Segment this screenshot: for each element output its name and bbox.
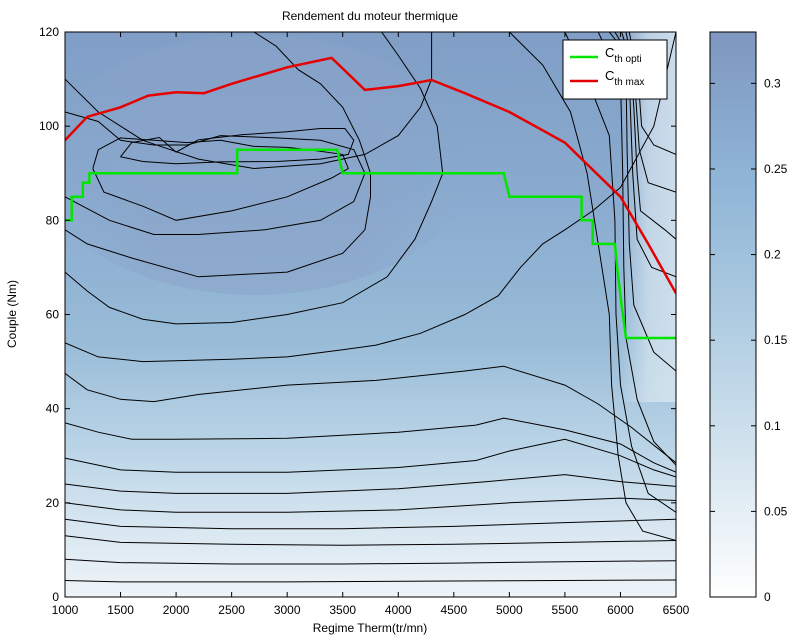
y-tick-label: 20	[46, 496, 60, 510]
high-efficiency-region	[65, 35, 470, 295]
x-tick-label: 6000	[607, 603, 634, 617]
x-tick-label: 1000	[52, 603, 79, 617]
colorbar-tick-label: 0.25	[764, 162, 788, 176]
colorbar-tick-label: 0.05	[764, 504, 788, 518]
contour-line-3	[65, 518, 676, 530]
contour-line-5	[65, 474, 676, 494]
contour-lines	[65, 32, 676, 583]
contour-line-4	[65, 497, 676, 513]
contour-line-11	[65, 32, 433, 170]
chart-title: Rendement du moteur thermique	[282, 9, 458, 23]
x-tick-label: 3000	[274, 603, 301, 617]
x-axis: 1000 1500 2000 2500 3000 3500 4000 4500 5000 5500…	[52, 32, 690, 617]
x-tick-label: 3500	[329, 603, 356, 617]
colorbar-ticks: 0 0.05 0.1 0.15 0.2 0.25 0.3	[710, 76, 788, 604]
contour-line-13	[65, 111, 366, 235]
x-tick-label: 2000	[163, 603, 190, 617]
y-tick-label: 120	[39, 25, 59, 39]
legend-label-opti: Cth opti	[605, 45, 642, 65]
y-tick-label: 60	[46, 308, 60, 322]
x-tick-label: 4500	[440, 603, 467, 617]
legend-box	[562, 39, 668, 100]
contour-line-8	[65, 365, 676, 464]
y-tick-label: 80	[46, 213, 60, 227]
legend: Cth opti Cth max	[562, 39, 668, 100]
y-axis-title: Couple (Nm)	[5, 280, 19, 348]
colorbar-tick-label: 0.1	[764, 419, 781, 433]
x-tick-label: 6500	[663, 603, 690, 617]
y-axis: 0 20 40 60 80 100 120	[39, 25, 676, 604]
contour-line-10	[65, 32, 444, 325]
contour-line-16	[509, 32, 676, 541]
colorbar-tick-label: 0.2	[764, 248, 781, 262]
contour-line-15	[120, 128, 355, 165]
y-tick-label: 40	[46, 402, 60, 416]
y-tick-label: 0	[52, 590, 59, 604]
legend-label-max-sub: th max	[614, 77, 644, 88]
x-axis-title: Regime Therm(tr/mn)	[313, 621, 427, 635]
x-tick-label: 5500	[552, 603, 579, 617]
contour-line-0	[65, 579, 676, 583]
series-line-th-max	[65, 56, 676, 294]
series-line-th-opti	[65, 148, 676, 340]
colorbar	[709, 31, 757, 598]
colorbar-tick-label: 0.3	[764, 76, 781, 90]
legend-label-max: Cth max	[605, 68, 644, 88]
y-tick-label: 100	[39, 119, 59, 133]
x-tick-label: 2500	[218, 603, 245, 617]
colorbar-tick-label: 0	[764, 590, 771, 604]
contour-line-6	[65, 438, 676, 478]
x-tick-label: 5000	[496, 603, 523, 617]
x-tick-label: 1500	[107, 603, 134, 617]
series-lines	[65, 56, 676, 340]
colorbar-tick-label: 0.15	[764, 333, 788, 347]
contour-line-12	[65, 32, 371, 278]
contour-line-9	[65, 32, 676, 363]
contour-line-2	[65, 535, 676, 546]
contour-line-7	[65, 417, 676, 473]
contour-line-1	[65, 558, 676, 565]
legend-label-opti-sub: th opti	[614, 54, 641, 65]
x-tick-label: 4000	[385, 603, 412, 617]
